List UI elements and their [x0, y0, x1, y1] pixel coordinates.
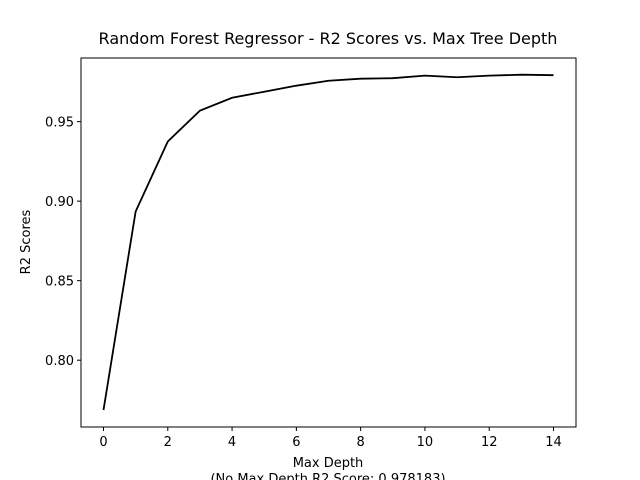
- x-tick-label: 6: [292, 435, 300, 450]
- y-tick-label: 0.95: [45, 116, 74, 131]
- x-tick-label: 10: [417, 435, 434, 450]
- x-tick-label: 2: [164, 435, 172, 450]
- y-tick-label: 0.90: [45, 195, 74, 210]
- x-tick-label: 0: [99, 435, 107, 450]
- chart-title: Random Forest Regressor - R2 Scores vs. …: [99, 29, 558, 48]
- y-tick-label: 0.80: [45, 354, 74, 369]
- y-axis-label: R2 Scores: [19, 209, 34, 274]
- axes-frame: [80, 57, 577, 428]
- x-tick-label: 4: [228, 435, 236, 450]
- x-tick-label: 14: [545, 435, 562, 450]
- x-axis-note: (No Max Depth R2 Score: 0.978183): [210, 472, 445, 480]
- y-tick-label: 0.85: [45, 275, 74, 290]
- data-line: [102, 73, 554, 411]
- x-tick-label: 8: [357, 435, 365, 450]
- x-tick-label: 12: [481, 435, 498, 450]
- x-axis-label: Max Depth: [293, 456, 364, 471]
